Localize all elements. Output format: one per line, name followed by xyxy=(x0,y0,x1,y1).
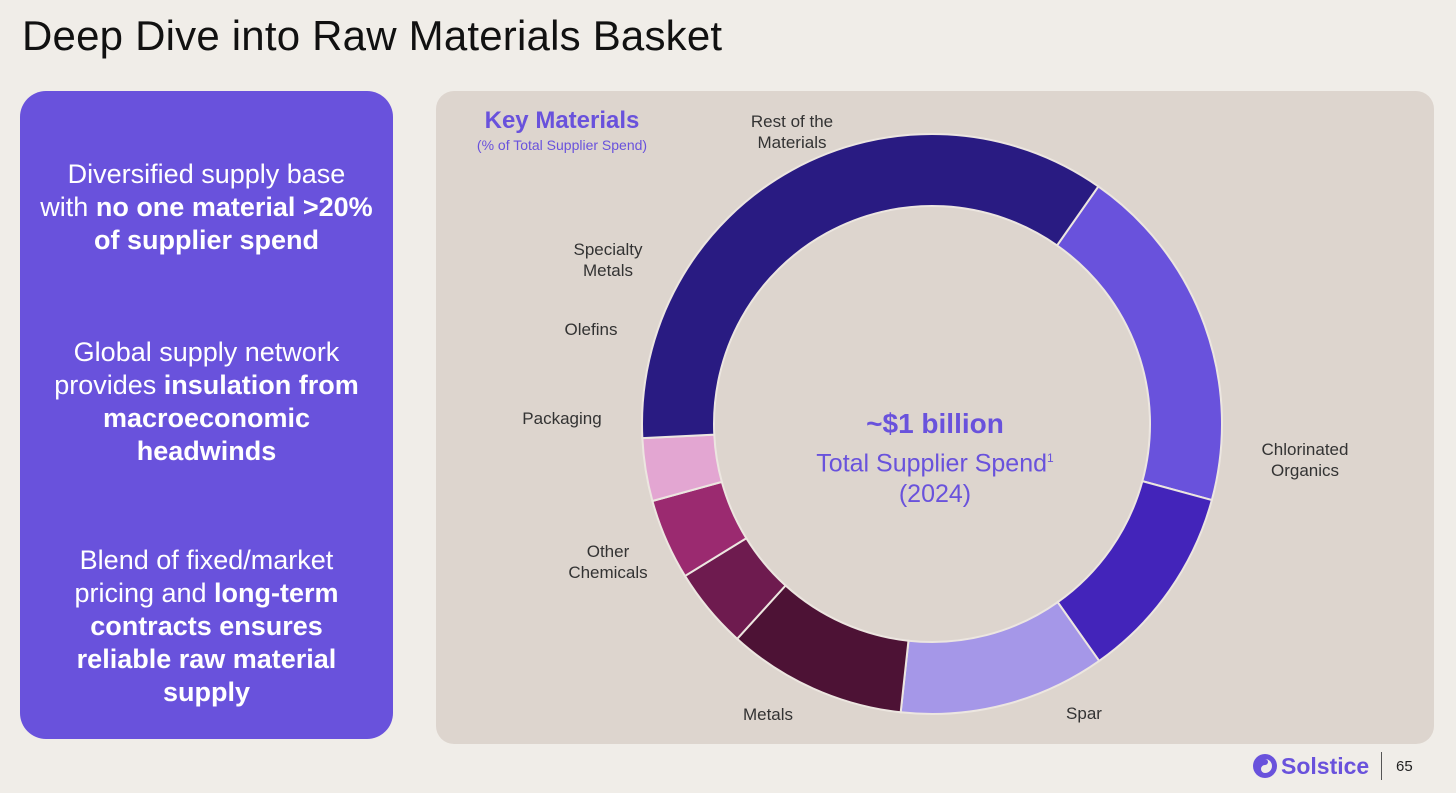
chart-title: Key Materials xyxy=(484,107,640,134)
company-logo: Solstice xyxy=(1253,750,1369,782)
slice-metals xyxy=(899,600,1101,715)
highlight-text: Diversified supply base with xyxy=(40,159,346,222)
label-olefins: Olefins xyxy=(564,320,618,339)
highlights-panel: Diversified supply base with no one mate… xyxy=(20,91,393,739)
label-packaging: Packaging xyxy=(522,409,602,428)
label-chlorinated-organics: Chlorinated Organics xyxy=(1261,440,1349,480)
footnote-marker: 1 xyxy=(1047,451,1054,465)
highlight-text: Global supply network provides xyxy=(54,337,340,400)
highlight-contracts: Blend of fixed/market pricing and long-t… xyxy=(40,544,373,709)
slice-rest-of-the-materials xyxy=(640,133,1100,440)
highlight-emphasis: long-term contracts ensures reliable raw… xyxy=(76,578,339,707)
label-specialty-metals: Specialty Metals xyxy=(573,240,643,280)
label-other-chemicals: Other Chemicals xyxy=(568,542,648,582)
highlight-global-network: Global supply network provides insulatio… xyxy=(40,336,373,468)
highlight-diversified-supply: Diversified supply base with no one mate… xyxy=(40,158,373,257)
label-rest-of-materials: Rest of the Materials xyxy=(750,112,834,152)
highlight-text: Blend of fixed/market pricing and xyxy=(74,545,334,608)
highlight-emphasis: no one material >20% of supplier spend xyxy=(93,192,373,255)
center-year: (2024) xyxy=(898,480,972,509)
highlight-emphasis: insulation from macroeconomic headwinds xyxy=(102,370,359,466)
center-label: Total Supplier Spend1 (2024) xyxy=(785,443,1085,510)
solstice-logo-icon xyxy=(1253,754,1277,778)
footer-divider xyxy=(1381,752,1382,780)
page-title: Deep Dive into Raw Materials Basket xyxy=(22,12,723,59)
center-amount: ~$1 billion xyxy=(866,408,1004,439)
logo-text: Solstice xyxy=(1281,752,1370,779)
page-number: 65 xyxy=(1396,758,1413,775)
label-spar: Spar xyxy=(1066,704,1102,723)
label-metals: Metals xyxy=(742,705,794,724)
chart-subtitle: (% of Total Supplier Spend) xyxy=(476,137,648,153)
center-label-text: Total Supplier Spend xyxy=(816,449,1048,478)
